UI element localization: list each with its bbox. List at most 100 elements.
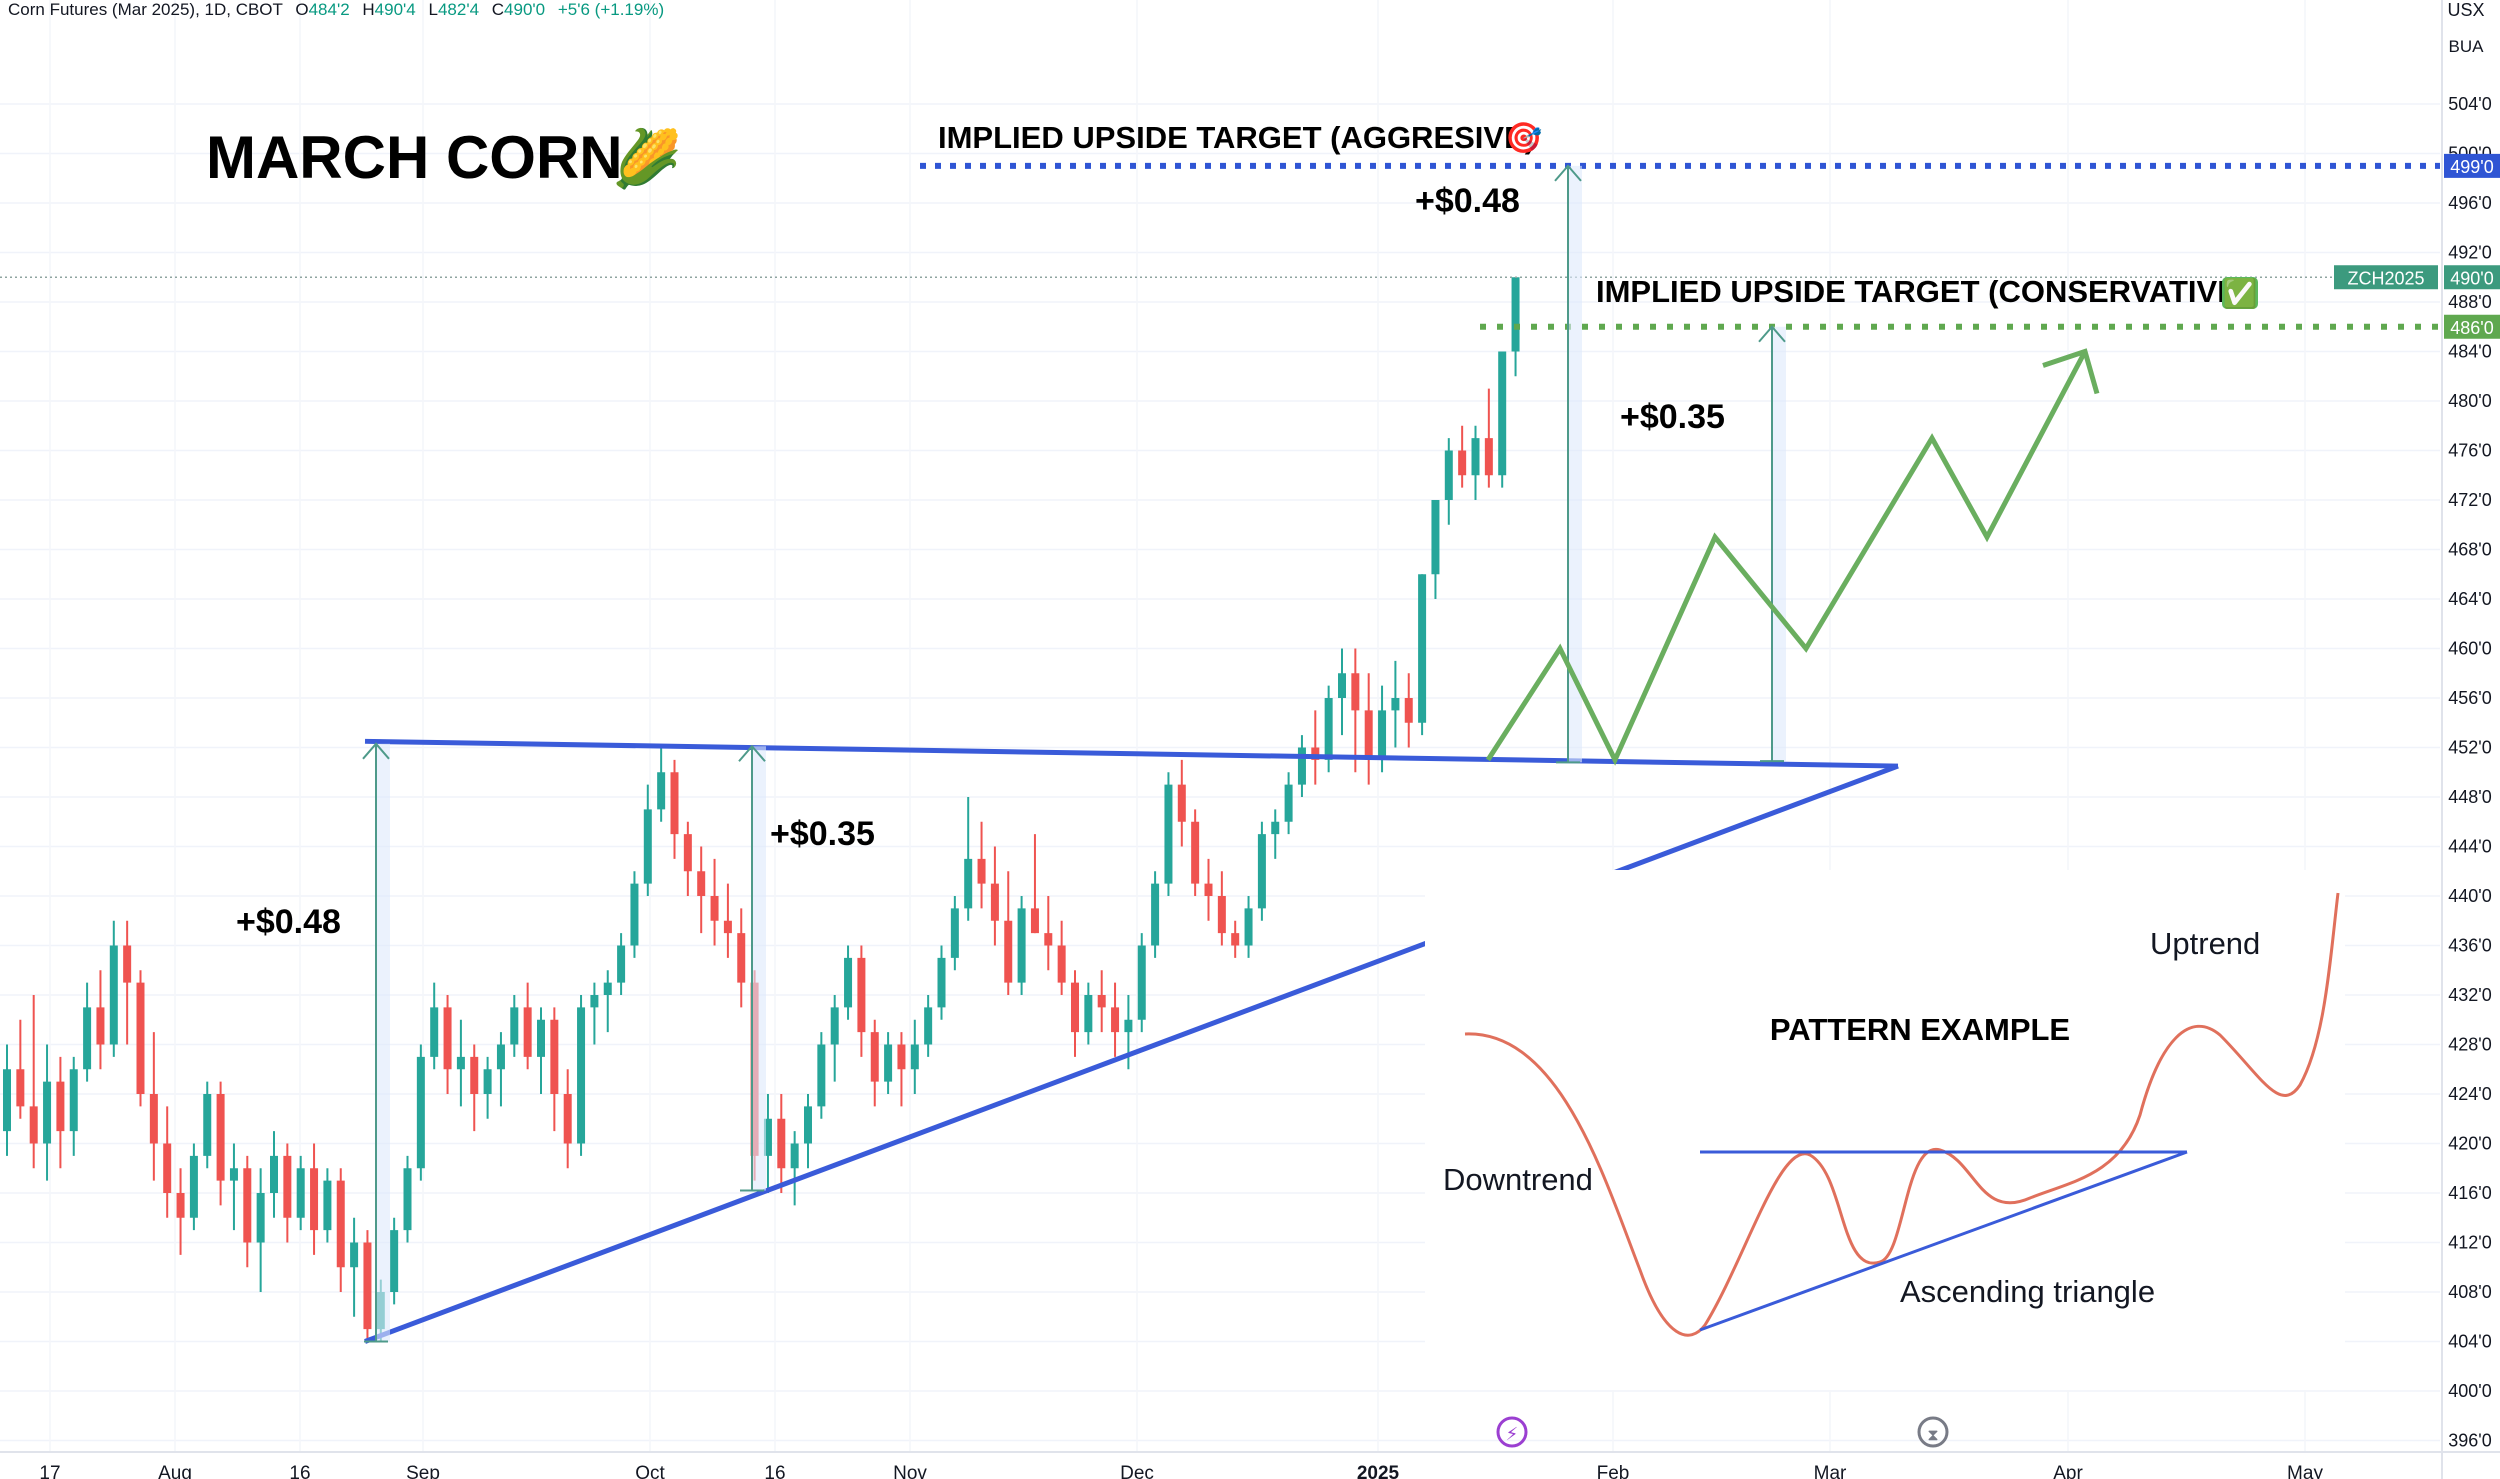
candle-body xyxy=(203,1094,212,1156)
hourglass-icon-glyph: ⧗ xyxy=(1927,1427,1938,1444)
candle-body xyxy=(1124,1019,1133,1033)
measure-arrowhead xyxy=(362,742,390,760)
symbol-header: Corn Futures (Mar 2025), 1D, CBOT O484'2… xyxy=(8,0,664,20)
price-tick-label: 444'0 xyxy=(2448,837,2491,857)
candle-body xyxy=(216,1094,225,1181)
target-conservative-label: IMPLIED UPSIDE TARGET (CONSERVATIVE) xyxy=(1596,274,2248,309)
candle-body xyxy=(697,871,706,896)
price-tick-label: 472'0 xyxy=(2448,490,2491,510)
candle-body xyxy=(1338,673,1346,698)
candle-body xyxy=(830,1007,839,1045)
price-tick-label: 480'0 xyxy=(2448,391,2491,411)
candle-body xyxy=(136,982,145,1094)
candle-body xyxy=(1444,450,1453,500)
candle-body xyxy=(670,772,679,835)
candle-body xyxy=(937,957,946,1008)
candle-body xyxy=(817,1044,826,1107)
title-emoji: 🌽 xyxy=(612,125,682,191)
candle-body xyxy=(1177,784,1186,822)
candle-body xyxy=(1257,834,1266,909)
price-tick-label: 456'0 xyxy=(2448,688,2491,708)
candle-body xyxy=(270,1155,278,1193)
measure-band xyxy=(376,743,390,1342)
symbol-line: Corn Futures (Mar 2025), 1D, CBOT xyxy=(8,0,283,19)
candle-body xyxy=(897,1044,906,1070)
time-tick-label: Oct xyxy=(635,1463,665,1479)
candle-body xyxy=(1418,574,1427,723)
candle-body xyxy=(537,1019,545,1057)
candle-body xyxy=(83,1007,92,1070)
candle-body xyxy=(870,1032,879,1082)
candle-body xyxy=(29,1106,38,1144)
candle-body xyxy=(96,1007,105,1045)
time-tick-label: Dec xyxy=(1120,1463,1154,1479)
candle-body xyxy=(310,1168,319,1231)
candle-body xyxy=(149,1094,158,1144)
candle-body xyxy=(910,1044,919,1070)
candle-body xyxy=(510,1007,519,1045)
time-tick-label: Aug xyxy=(158,1463,192,1479)
candle-body xyxy=(16,1069,25,1107)
pattern-support xyxy=(1699,1150,2188,1332)
candle-body xyxy=(1511,277,1520,352)
candle-body xyxy=(563,1094,572,1144)
candle-body xyxy=(430,1007,439,1057)
price-tick-label: 400'0 xyxy=(2448,1381,2491,1401)
price-tick-label: 396'0 xyxy=(2448,1431,2491,1451)
price-tick-label: 452'0 xyxy=(2448,738,2491,758)
hourglass-icon xyxy=(1917,1416,1949,1448)
measure-label-right-big: +$0.48 xyxy=(1415,182,1520,220)
candle-body xyxy=(884,1044,893,1082)
candle-body xyxy=(1231,933,1240,946)
time-tick-label: Feb xyxy=(1597,1463,1630,1479)
candle-body xyxy=(163,1143,172,1193)
close-value: 490'0 xyxy=(504,0,546,19)
candle-body xyxy=(189,1155,198,1218)
target-aggressive-label: IMPLIED UPSIDE TARGET (AGGRESIVE) xyxy=(938,120,1535,155)
target-conservative-emoji: ✅ xyxy=(2223,277,2258,310)
candle-body xyxy=(857,957,866,1033)
price-tick-label: 496'0 xyxy=(2448,193,2491,213)
projection-path xyxy=(1485,350,2088,766)
measure-left-small xyxy=(738,744,766,1192)
candle-body xyxy=(3,1069,11,1132)
time-tick-label: 2025 xyxy=(1357,1463,1400,1479)
price-tick-label: 408'0 xyxy=(2448,1282,2491,1302)
candle-body xyxy=(496,1044,505,1070)
candle-body xyxy=(550,1019,559,1094)
candle-body xyxy=(1458,450,1467,476)
inset-downtrend: Downtrend xyxy=(1443,1162,1593,1197)
time-tick-label: Nov xyxy=(893,1463,927,1479)
candle-body xyxy=(43,1081,52,1144)
measure-arrowhead xyxy=(1554,164,1582,182)
candle-body xyxy=(243,1168,252,1243)
candle-body xyxy=(69,1069,78,1132)
price-tick-label: 488'0 xyxy=(2448,292,2491,312)
candle-body xyxy=(950,908,959,958)
measure-label-right-small: +$0.35 xyxy=(1620,398,1725,436)
price-tick-label: 436'0 xyxy=(2448,936,2491,956)
price-tick-label: 448'0 xyxy=(2448,787,2491,807)
candle-body xyxy=(844,957,853,1008)
price-tick-label: 432'0 xyxy=(2448,985,2491,1005)
candle-body xyxy=(1297,747,1306,785)
candle-body xyxy=(964,858,973,909)
candle-body xyxy=(229,1168,238,1181)
time-tick-label: Sep xyxy=(406,1463,440,1479)
candle-body xyxy=(1030,908,1039,934)
candle-body xyxy=(630,883,639,946)
candle-body xyxy=(416,1056,425,1169)
candle-body xyxy=(1017,908,1026,983)
candle-body xyxy=(1204,883,1213,896)
symbol-tag-bg xyxy=(2334,265,2438,290)
candle-body xyxy=(1364,710,1373,760)
candle-body xyxy=(109,945,118,1045)
low-value: 482'4 xyxy=(437,0,480,19)
candle-body xyxy=(1351,673,1360,711)
price-tick-label: 404'0 xyxy=(2448,1332,2491,1352)
candle-body xyxy=(977,858,986,884)
price-tick-label: 420'0 xyxy=(2448,1134,2491,1154)
price-tick-label: 424'0 xyxy=(2448,1084,2491,1104)
time-axis: 17 Aug 16 Sep Oct 16 Nov Dec 2025 Feb Mar Apr May xyxy=(0,1451,2500,1479)
